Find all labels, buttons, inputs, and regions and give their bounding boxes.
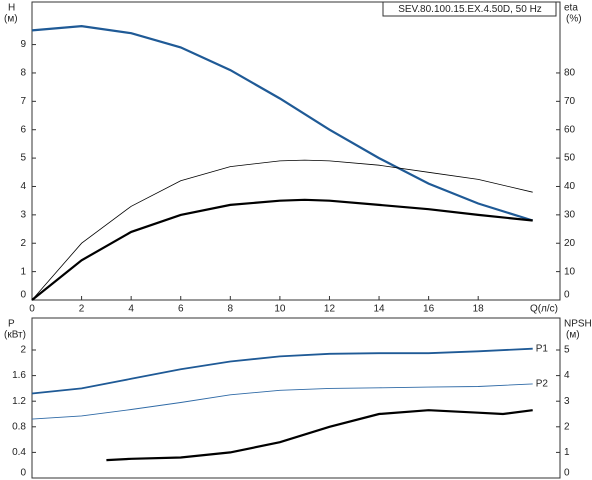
chart-title: SEV.80.100.15.EX.4.50D, 50 Hz — [398, 4, 542, 15]
y-axis-label: P — [8, 319, 15, 330]
y-axis-unit: (м) — [4, 14, 18, 25]
y2-axis-unit: (%) — [566, 14, 582, 25]
y2-tick-label: 0 — [564, 468, 570, 479]
y-tick-label: 6 — [20, 124, 26, 135]
y-tick-label: 1 — [20, 266, 26, 277]
x-tick-label: 16 — [423, 304, 435, 315]
y-tick-label: 2 — [20, 345, 26, 356]
y2-tick-label: 10 — [564, 266, 576, 277]
y2-tick-label: 1 — [564, 447, 570, 458]
series-label: P1 — [536, 343, 549, 354]
y-tick-label: 5 — [20, 153, 26, 164]
x-tick-label: 0 — [29, 304, 35, 315]
x-axis-label: Q(л/с) — [530, 304, 558, 315]
y2-tick-label: 2 — [564, 421, 570, 432]
y-tick-label: 7 — [20, 96, 26, 107]
y-tick-label: 9 — [20, 39, 26, 50]
y-tick-label: 3 — [20, 209, 26, 220]
y-tick-label: 1.2 — [12, 396, 26, 407]
y-tick-label: 0 — [20, 290, 26, 301]
series-line — [31, 383, 533, 420]
x-tick-label: 14 — [373, 304, 385, 315]
y-tick-label: 0.8 — [12, 421, 26, 432]
x-tick-label: 2 — [79, 304, 85, 315]
x-tick-label: 12 — [324, 304, 336, 315]
y2-tick-label: 40 — [564, 181, 576, 192]
series-line — [31, 24, 534, 222]
series-line — [31, 347, 533, 395]
y2-axis-label: eta — [564, 3, 578, 14]
x-tick-label: 10 — [274, 304, 286, 315]
y2-tick-label: 20 — [564, 238, 576, 249]
series-line — [106, 409, 533, 462]
series-line — [31, 159, 533, 301]
y-tick-label: 0 — [20, 468, 26, 479]
y2-tick-label: 4 — [564, 370, 570, 381]
series-label: P2 — [536, 379, 549, 390]
y2-tick-label: 60 — [564, 124, 576, 135]
y-tick-label: 1.6 — [12, 370, 26, 381]
y-axis-unit: (кВт) — [4, 330, 26, 341]
y2-tick-label: 3 — [564, 396, 570, 407]
x-tick-label: 18 — [473, 304, 485, 315]
y2-tick-label: 50 — [564, 153, 576, 164]
x-tick-label: 4 — [128, 304, 134, 315]
y-tick-label: 4 — [20, 181, 26, 192]
x-tick-label: 6 — [178, 304, 184, 315]
y-tick-label: 8 — [20, 68, 26, 79]
y2-tick-label: 70 — [564, 96, 576, 107]
plot-frame — [31, 317, 561, 479]
title-box — [382, 1, 557, 17]
x-tick-label: 8 — [228, 304, 234, 315]
y2-tick-label: 0 — [564, 290, 570, 301]
y2-tick-label: 80 — [564, 68, 576, 79]
plot-frame — [31, 1, 561, 301]
series-line — [31, 198, 533, 301]
y-tick-label: 0.4 — [12, 447, 26, 458]
y2-axis-label: NPSH — [564, 319, 592, 330]
y2-axis-unit: (м) — [566, 330, 580, 341]
y-axis-label: H — [8, 3, 15, 14]
y2-tick-label: 5 — [564, 345, 570, 356]
y-tick-label: 2 — [20, 238, 26, 249]
y2-tick-label: 30 — [564, 209, 576, 220]
